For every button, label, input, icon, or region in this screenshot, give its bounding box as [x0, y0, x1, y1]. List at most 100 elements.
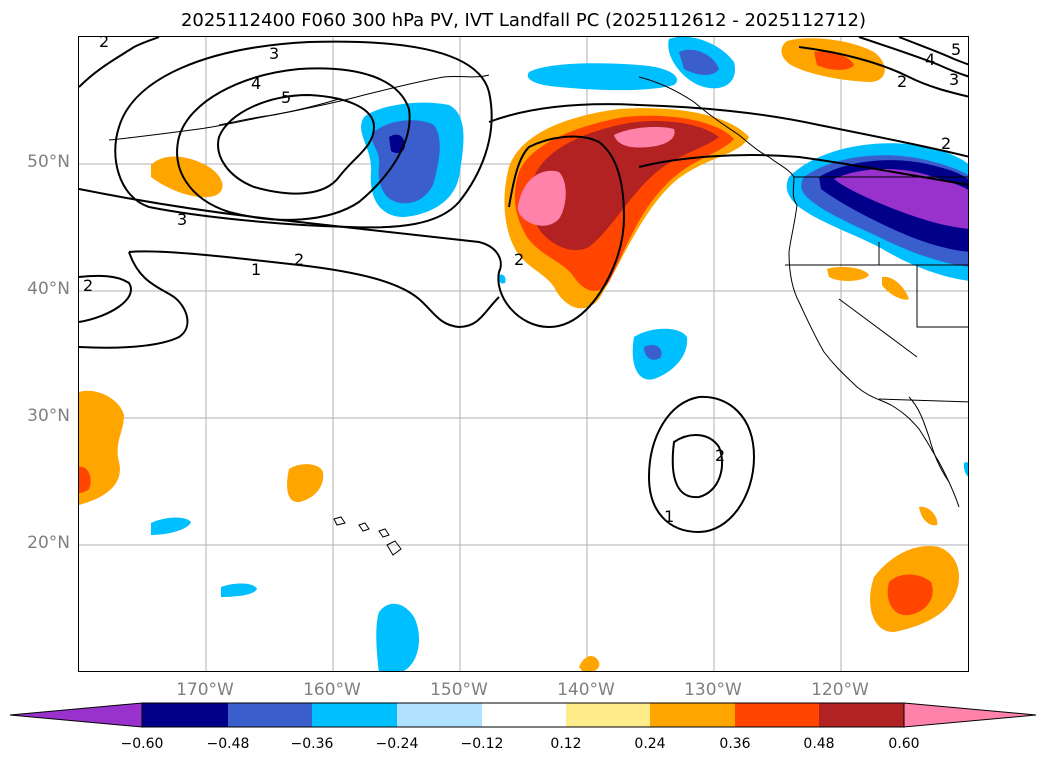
negative-anomaly-top-2-036	[679, 49, 719, 75]
lon-label-150w: 150°W	[430, 680, 488, 700]
colorbar-bin	[228, 703, 312, 727]
contour-label: 2	[294, 250, 304, 269]
colorbar-tick-label: −0.24	[375, 736, 419, 752]
positive-anomaly-nv	[882, 276, 909, 300]
contour-2-ne	[798, 46, 968, 98]
contour-label: 2	[99, 37, 109, 51]
positive-anomaly-se-036	[887, 574, 933, 616]
negative-anomaly-top	[527, 63, 678, 91]
positive-anomaly-left-edge-036	[79, 466, 91, 493]
chart-title: 2025112400 F060 300 hPa PV, IVT Landfall…	[180, 10, 867, 31]
contour-1-sub	[647, 395, 756, 534]
lat-label-50n: 50°N	[27, 152, 70, 172]
contour-label: 1	[664, 507, 674, 526]
contour-lines	[79, 37, 968, 534]
contour-label: 4	[251, 74, 261, 93]
negative-anomaly-hi-2	[221, 583, 257, 597]
negative-anomaly-dot	[498, 274, 506, 284]
positive-anomaly-hawaii-north	[287, 464, 324, 503]
hawaii-3	[378, 528, 390, 538]
colorbar-tick-label: 0.36	[719, 736, 751, 752]
colorbar-bin	[566, 703, 650, 727]
positive-anomaly-left-edge	[79, 390, 124, 505]
contour-1-left	[79, 251, 189, 349]
coastlines	[108, 74, 968, 556]
colorbar-tick-label: −0.36	[290, 736, 334, 752]
lat-label-40n: 40°N	[27, 279, 70, 299]
colorbar-tick-label: −0.60	[120, 736, 164, 752]
colorbar-bin	[482, 703, 566, 727]
colorbar-tick-label: 0.60	[888, 736, 920, 752]
contour-3-ne	[858, 37, 968, 78]
negative-anomaly-central-048	[389, 134, 405, 153]
contour-label: 2	[941, 134, 951, 153]
contour-label: 2	[83, 276, 93, 295]
lon-label-170w: 170°W	[176, 680, 234, 700]
colorbar-tick-label: 0.12	[550, 736, 582, 752]
negative-anomaly-hi-3	[376, 603, 420, 671]
positive-anomaly-main-060b	[614, 127, 675, 148]
negative-anomaly-hi-1	[151, 517, 191, 535]
alaska-coast	[108, 74, 490, 141]
contour-3-nw	[114, 40, 493, 229]
contour-2-left	[79, 274, 132, 323]
lon-label-160w: 160°W	[303, 680, 361, 700]
us-west-coast	[788, 204, 960, 508]
contour-label: 5	[281, 88, 291, 107]
state-border-3	[916, 265, 968, 328]
state-border-4	[838, 298, 918, 358]
positive-anomaly-top-right-036	[814, 51, 854, 70]
contour-label: 5	[951, 40, 961, 59]
contour-1-west	[128, 250, 500, 329]
hawaii-4	[386, 540, 402, 556]
lon-label-120w: 120°W	[811, 680, 869, 700]
colorbar-extend-min	[10, 702, 143, 728]
positive-anomaly-ca	[827, 267, 869, 281]
contour-label: 3	[949, 70, 959, 89]
contour-label: 2	[897, 72, 907, 91]
contour-label-group: 2 3 4 5 3 2 1 2 2 2 1 2 4 5 3 2	[83, 37, 961, 526]
filled-contours	[79, 37, 968, 671]
contour-4-ne	[898, 37, 968, 66]
colorbar-bin	[312, 703, 397, 727]
lon-label-130w: 130°W	[684, 680, 742, 700]
positive-anomaly-main-060a	[517, 170, 566, 226]
colorbar-tick-label: 0.48	[803, 736, 835, 752]
lat-label-30n: 30°N	[27, 406, 70, 426]
contour-5-nw	[217, 93, 376, 195]
lon-label-140w: 140°W	[557, 680, 615, 700]
se-alaska	[638, 76, 770, 158]
contour-2-top	[79, 37, 160, 88]
graticule	[79, 37, 968, 671]
colorbar-tick-label: 0.24	[634, 736, 666, 752]
positive-anomaly-nw	[151, 156, 223, 198]
colorbar-tick-label: −0.12	[460, 736, 504, 752]
contour-2-east	[488, 103, 968, 158]
colorbar-bin	[650, 703, 735, 727]
positive-anomaly-baja	[919, 506, 938, 526]
colorbar-extend-max	[903, 702, 1037, 728]
map-panel[interactable]: 2 3 4 5 3 2 1 2 2 2 1 2 4 5 3 2	[78, 36, 969, 672]
colorbar-bin	[142, 703, 228, 727]
hawaii-1	[333, 516, 346, 526]
positive-anomaly-south	[579, 656, 600, 671]
contour-label: 2	[715, 446, 725, 465]
colorbar-bin	[397, 703, 482, 727]
map-canvas: 2 3 4 5 3 2 1 2 2 2 1 2 4 5 3 2	[79, 37, 968, 671]
baja-coast	[908, 396, 950, 483]
contour-2-east-lower	[638, 154, 968, 186]
colorbar	[10, 702, 1037, 728]
contour-label: 1	[251, 260, 261, 279]
contour-label: 4	[925, 50, 935, 69]
negative-anomaly-east-060	[834, 168, 968, 229]
contour-label: 3	[269, 44, 279, 63]
negative-anomaly-edge	[963, 462, 968, 477]
lat-label-20n: 20°N	[27, 533, 70, 553]
contour-2-sub	[671, 434, 724, 499]
negative-anomaly-pac-036	[644, 345, 662, 360]
alaska-peninsula	[218, 98, 340, 126]
colorbar-bin	[735, 703, 819, 727]
contour-2-west	[79, 135, 626, 329]
colorbar-tick-label: −0.48	[206, 736, 250, 752]
negative-anomaly-central-036	[372, 120, 440, 204]
